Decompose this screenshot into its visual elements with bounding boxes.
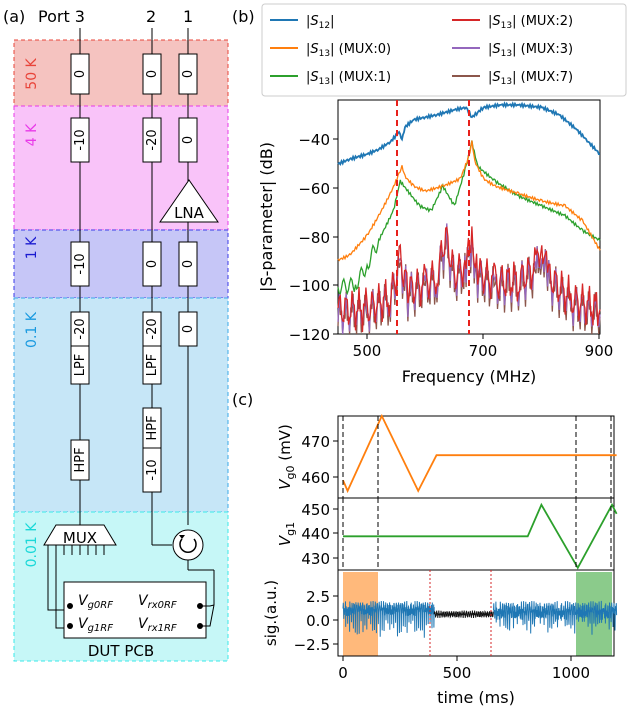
plot-c1-ylabel: Vg0 (mV)	[276, 424, 297, 490]
xtick-c-500: 500	[443, 664, 472, 682]
dut-pcb-box	[63, 581, 207, 639]
hpf-p2: HPF	[145, 415, 160, 440]
ytick-b-100: −100	[289, 277, 330, 295]
signal-trace-3	[493, 600, 618, 635]
circulator-arrow-icon	[179, 538, 197, 554]
stage-50k-label: 50 K	[24, 57, 40, 89]
filter-boxes: LPF HPF LPF HPF	[70, 345, 162, 481]
plot-b-ylabel: |S-parameter| (dB)	[257, 142, 276, 292]
plot-b-xlabel: Frequency (MHz)	[402, 367, 536, 386]
signal-trace-1	[342, 600, 435, 638]
ytick-c2-450: 450	[301, 501, 330, 519]
circulator	[172, 529, 204, 561]
lna-label: LNA	[174, 204, 205, 222]
ytick-c1-460: 460	[301, 469, 330, 487]
xtick-c-1000: 1000	[552, 664, 590, 682]
legend-mux0: |S13| (MUX:0)	[306, 42, 391, 59]
lpf-p2: LPF	[145, 354, 160, 377]
stage-1k-label: 1 K	[24, 236, 40, 259]
ytick-b-40: −40	[298, 131, 330, 149]
att-4k-p1: 0	[181, 136, 196, 144]
panel-c: (c) 470 460 Vg0 (mV) 450 440 430 Vg1	[232, 390, 618, 707]
att-1k-p2: 0	[145, 260, 160, 268]
lna-amplifier	[159, 179, 219, 223]
plot-c-xlabel: time (ms)	[437, 688, 515, 707]
att-4k-p2: -20	[145, 129, 160, 150]
legend-box	[261, 3, 627, 97]
panel-a: (a) Port 3 2 1 50 K 4 K 1 K 0.1 K 0.01 K…	[3, 7, 229, 662]
port-3-label: Port 3	[38, 7, 85, 26]
xtick-b-500: 500	[353, 342, 382, 360]
series-1-line	[337, 140, 601, 262]
stage-001k-label: 0.01 K	[24, 522, 40, 568]
xtick-b-900: 900	[585, 342, 614, 360]
att-50k-p1: 0	[181, 70, 196, 78]
legend: |S12| |S13| (MUX:0) |S13| (MUX:1) |S13| …	[270, 14, 573, 87]
xtick-c-0: 0	[338, 664, 348, 682]
vg1-trace	[343, 502, 618, 570]
plot-b-xticks: 500 700 900	[353, 334, 614, 360]
plot-c3-ylabel: sig.(a.u.)	[262, 580, 280, 646]
panel-b-label: (b)	[232, 7, 255, 26]
att-50k-p3: 0	[73, 70, 88, 78]
plot-c1-frame	[337, 415, 615, 499]
ytick-c1-470: 470	[301, 433, 330, 451]
port-1-label: 1	[183, 7, 193, 26]
ytick-c2-430: 430	[301, 550, 330, 568]
ytick-c3-2.5: 2.5	[306, 588, 330, 606]
att-1k-p1: 0	[181, 260, 196, 268]
legend-mux7: |S13| (MUX:7)	[488, 70, 573, 87]
series-3-line	[337, 226, 601, 333]
circulator-arrowhead-icon	[179, 535, 185, 539]
port-2-label: 2	[146, 7, 156, 26]
panel-a-label: (a)	[3, 7, 25, 26]
mux-label: MUX	[63, 529, 97, 547]
att-01k-p2: -20	[145, 318, 160, 339]
legend-mux2: |S13| (MUX:2)	[488, 14, 573, 31]
attenuator-boxes: 0 0 0 -10 -20 0 -10 0 0 -20 -20 0 -10	[70, 53, 198, 493]
stage-4k-label: 4 K	[24, 123, 40, 146]
plot-b-series	[337, 101, 601, 335]
panel-b: (b) |S12| |S13| (MUX:0) |S13| (MUX:1) |S…	[232, 3, 627, 386]
lpf-p3: LPF	[73, 354, 88, 377]
ytick-b-60: −60	[298, 180, 330, 198]
legend-s12: |S12|	[306, 14, 335, 31]
ytick-c3-0: 0.0	[306, 612, 330, 630]
att-01k-p3: -20	[73, 318, 88, 339]
mux-block	[43, 524, 117, 546]
att-01k-p1: 0	[181, 325, 196, 333]
xtick-b-700: 700	[469, 342, 498, 360]
att-extra-p2: -10	[145, 459, 160, 480]
ytick-c2-440: 440	[301, 525, 330, 543]
legend-mux1: |S13| (MUX:1)	[306, 70, 391, 87]
legend-mux3: |S13| (MUX:3)	[488, 42, 573, 59]
ytick-c3--2.5: −2.5	[294, 636, 330, 654]
stage-01k-label: 0.1 K	[24, 311, 40, 348]
signal-trace-2	[433, 610, 494, 619]
ytick-b-120: −120	[289, 326, 330, 344]
series-0-line	[337, 101, 601, 166]
ytick-b-80: −80	[298, 229, 330, 247]
plot-c2-ylabel: Vg1	[276, 522, 297, 546]
att-4k-p3: -10	[73, 129, 88, 150]
att-50k-p2: 0	[145, 70, 160, 78]
att-1k-p3: -10	[73, 253, 88, 274]
plot-b-yticks: −40 −60 −80 −100 −120	[289, 131, 338, 344]
vg0-trace	[342, 413, 617, 494]
dut-pcb-label: DUT PCB	[88, 642, 154, 660]
panel-c-label: (c)	[232, 390, 253, 409]
hpf-p3: HPF	[73, 447, 88, 472]
